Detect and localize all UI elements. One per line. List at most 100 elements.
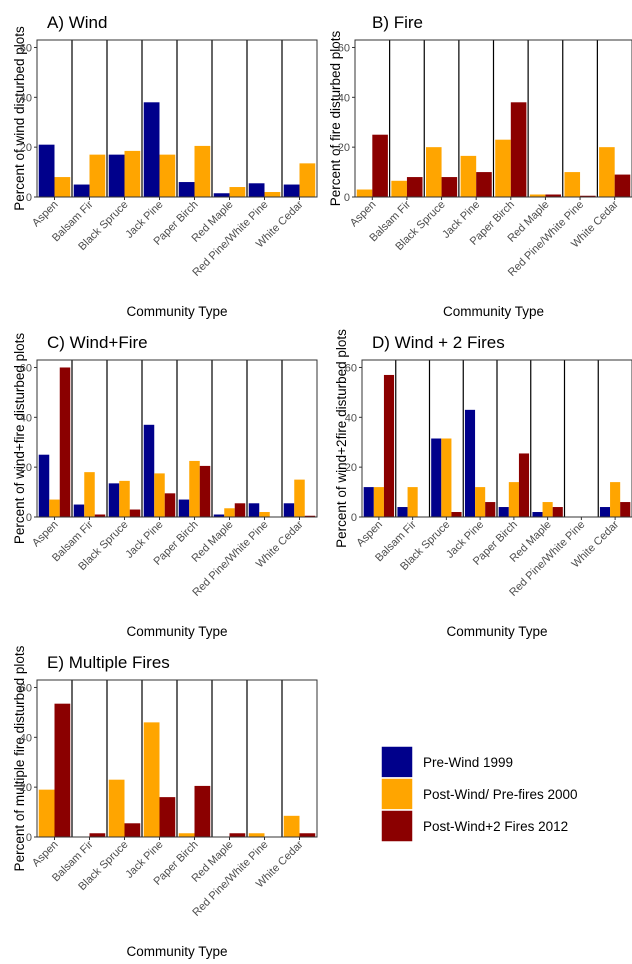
legend: Pre-Wind 1999 Post-Wind/ Pre-fires 2000 Po… <box>380 745 578 843</box>
y-tick-label: 0 <box>26 512 32 524</box>
bar <box>54 703 71 837</box>
bar <box>294 479 305 517</box>
bar <box>476 172 492 197</box>
bar <box>373 487 384 517</box>
y-tick-label: 60 <box>20 362 32 374</box>
bar <box>599 507 611 517</box>
legend-label: Post-Wind/ Pre-fires 2000 <box>423 787 578 802</box>
bar <box>143 722 160 837</box>
bar <box>425 147 442 197</box>
y-axis-label: Percent of wind disturbed plots <box>12 26 27 211</box>
panel-title: C) Wind+Fire <box>47 333 148 352</box>
bar <box>407 487 418 517</box>
panel-border <box>36 39 318 198</box>
x-tick-label: Aspen <box>30 839 61 870</box>
bar <box>391 180 407 197</box>
panel-border <box>361 359 632 518</box>
bar <box>194 785 211 837</box>
panel-border <box>36 359 318 518</box>
bar <box>143 424 155 517</box>
panel-2: B) Fire Percent of fire disturbed plots 0 2… <box>328 13 632 319</box>
bar <box>508 482 519 517</box>
bar <box>441 177 458 197</box>
y-tick-label: 20 <box>20 142 32 154</box>
bar <box>498 507 509 517</box>
y-tick-label: 20 <box>20 462 32 474</box>
bar <box>248 183 265 197</box>
bar <box>248 503 260 517</box>
bar <box>406 177 423 197</box>
legend-label: Pre-Wind 1999 <box>423 755 513 770</box>
bar <box>108 483 120 517</box>
x-tick-label: Aspen <box>30 199 61 230</box>
bar <box>363 487 374 517</box>
bar <box>451 512 462 517</box>
panel-title: D) Wind + 2 Fires <box>372 333 505 352</box>
bar <box>213 514 225 517</box>
bar <box>84 472 95 517</box>
bar <box>89 833 106 837</box>
y-tick-label: 40 <box>345 412 357 424</box>
bar <box>49 499 60 517</box>
bar <box>397 507 408 517</box>
panel-title: A) Wind <box>47 13 107 32</box>
y-tick-label: 40 <box>20 92 32 104</box>
bar <box>234 503 246 517</box>
bar <box>89 154 106 197</box>
bar <box>532 512 543 517</box>
bar <box>124 823 141 837</box>
bar <box>431 438 442 517</box>
bar <box>129 509 141 517</box>
bar <box>460 155 477 197</box>
bar <box>510 102 527 197</box>
bar <box>248 833 265 837</box>
bar <box>545 194 562 197</box>
bar <box>614 174 631 197</box>
panel-3: C) Wind+Fire Percent of wind+fire disturb… <box>12 333 318 639</box>
x-axis-label: Community Type <box>126 304 227 319</box>
bar <box>485 502 496 517</box>
y-axis-label: Percent of wind+2fire disturbed plots <box>334 329 349 548</box>
bar <box>356 189 373 197</box>
bar <box>199 465 211 517</box>
bar <box>464 409 476 517</box>
panel-border <box>354 39 632 198</box>
bar <box>108 154 125 197</box>
bar <box>38 144 55 197</box>
bar <box>154 473 165 517</box>
x-tick-label: Aspen <box>348 199 379 230</box>
bar <box>283 815 300 837</box>
bar <box>213 193 230 197</box>
panel-title: E) Multiple Fires <box>47 653 170 672</box>
bar <box>283 503 295 517</box>
bar <box>564 172 581 197</box>
bar <box>178 182 195 197</box>
bar <box>108 779 125 837</box>
y-tick-label: 0 <box>26 832 32 844</box>
bar <box>495 139 511 197</box>
bar <box>518 453 530 517</box>
x-axis-label: Community Type <box>446 624 547 639</box>
bar <box>189 460 200 517</box>
bar <box>178 833 195 837</box>
y-tick-label: 20 <box>338 142 350 154</box>
legend-swatch <box>380 777 414 811</box>
panel-border <box>36 679 318 838</box>
bar <box>372 134 388 197</box>
bar <box>224 508 235 517</box>
x-axis-label: Community Type <box>443 304 544 319</box>
bar <box>229 187 246 197</box>
bar <box>299 163 316 197</box>
bar <box>304 515 316 517</box>
x-tick-label: Aspen <box>30 519 61 550</box>
y-tick-label: 0 <box>351 512 357 524</box>
x-axis-label: Community Type <box>126 944 227 959</box>
legend-swatch <box>380 809 414 843</box>
bar <box>529 194 546 197</box>
legend-swatch <box>380 745 414 779</box>
bar <box>552 507 563 517</box>
y-tick-label: 60 <box>20 682 32 694</box>
bar <box>38 454 50 517</box>
